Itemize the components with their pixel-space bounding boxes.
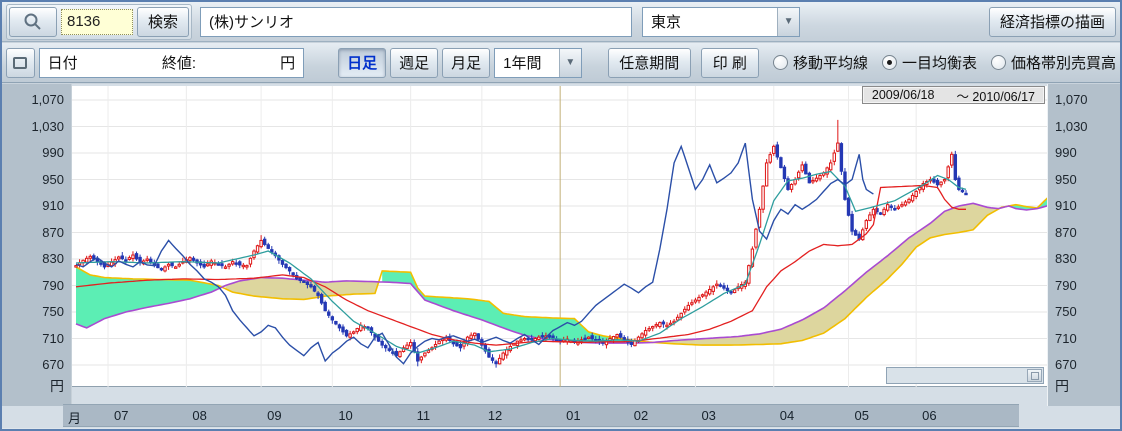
market-select[interactable]: 東京 ▼ <box>642 6 801 37</box>
chart-canvas[interactable] <box>72 86 1047 387</box>
window-icon <box>13 56 28 69</box>
period-end: ～ 2010/06/17 <box>956 89 1035 104</box>
y-axis-left-unit: 円 <box>50 378 64 394</box>
date-range-box: 2009/06/18 ～ 2010/06/17 <box>861 86 1045 104</box>
panel-toggle-button[interactable] <box>6 47 35 78</box>
stock-name-text: (株)サンリオ <box>209 14 295 31</box>
x-axis-month-label: 01 <box>566 408 581 423</box>
scrollbar-handle-icon[interactable] <box>1027 369 1042 382</box>
stock-name-field[interactable]: (株)サンリオ <box>200 6 633 37</box>
tab-daily[interactable]: 日足 <box>338 47 387 78</box>
draw-economic-indicators-button[interactable]: 経済指標の描画 <box>988 6 1116 37</box>
radio-ichimoku-icon <box>881 55 897 70</box>
radio-moving-average-icon <box>772 55 788 70</box>
y-axis-label: 750 <box>1055 304 1077 319</box>
x-axis-month-label: 04 <box>779 408 795 423</box>
y-axis-label: 990 <box>42 145 64 160</box>
period-start: 2009/06/18 <box>871 88 935 102</box>
bottom-margin <box>2 428 1120 429</box>
y-axis-label: 990 <box>1055 145 1077 160</box>
chart-scrollbar[interactable] <box>886 367 1044 384</box>
market-select-value: 東京 <box>651 14 682 31</box>
y-axis-label: 710 <box>42 330 64 346</box>
y-axis-right: 円 670 710 750 790 830 870 910 950 990 1,030 1,070 <box>1047 84 1120 406</box>
y-axis-label: 910 <box>1055 198 1077 213</box>
radio-ichimoku-label: 一目均衡表 <box>901 55 977 72</box>
radio-volume-by-price[interactable]: 価格帯別売買高 <box>990 52 1116 73</box>
y-axis-label: 750 <box>42 304 64 319</box>
x-axis-bar: 月 07 08 09 10 11 12 01 02 03 04 05 06 <box>63 404 1019 427</box>
close-price-label: 終値: <box>161 55 196 72</box>
y-axis-label: 870 <box>42 224 64 240</box>
search-button[interactable]: 検索 <box>137 6 190 37</box>
x-axis-month-label: 12 <box>487 408 503 423</box>
toolbar-settings: 日付 終値: 円 日足 週足 月足 1年間 ▼ 任意期間 印 刷 移動平均線 一… <box>2 43 1120 83</box>
print-button[interactable]: 印 刷 <box>700 47 759 78</box>
range-select-value: 1年間 <box>503 55 542 72</box>
y-axis-label: 670 <box>1055 357 1077 372</box>
x-axis-month-label: 02 <box>633 408 649 423</box>
radio-moving-average[interactable]: 移動平均線 <box>772 52 868 73</box>
radio-volume-by-price-icon <box>990 55 1006 70</box>
y-axis-label: 790 <box>42 277 64 293</box>
magnifier-button[interactable] <box>9 6 57 37</box>
custom-period-button[interactable]: 任意期間 <box>607 47 691 78</box>
y-axis-label: 830 <box>42 251 64 266</box>
tab-monthly[interactable]: 月足 <box>442 47 491 78</box>
quote-info-field: 日付 終値: 円 <box>38 47 305 78</box>
y-axis-label: 1,030 <box>31 118 64 134</box>
y-axis-label: 870 <box>1055 224 1077 240</box>
y-axis-label: 830 <box>1055 251 1077 266</box>
y-axis-left: 円 670 710 750 790 830 870 910 950 990 1,030 1,070 <box>2 84 72 406</box>
x-axis-month-label: 08 <box>192 408 207 423</box>
x-axis-month-label: 07 <box>114 408 129 423</box>
y-axis-label: 1,030 <box>1055 118 1088 134</box>
x-axis-month-label: 10 <box>338 408 353 423</box>
x-axis-month-label: 09 <box>267 408 282 423</box>
y-axis-label: 670 <box>42 357 64 372</box>
y-axis-label: 950 <box>42 171 64 187</box>
x-axis-month-label: 03 <box>701 408 716 423</box>
date-label: 日付 <box>47 55 78 72</box>
market-dropdown-arrow-icon[interactable]: ▼ <box>777 7 800 36</box>
radio-moving-average-label: 移動平均線 <box>792 55 868 72</box>
x-axis-month-label: 05 <box>854 408 869 423</box>
y-axis-label: 790 <box>1055 277 1077 293</box>
range-select[interactable]: 1年間 ▼ <box>494 47 582 78</box>
y-axis-label: 950 <box>1055 171 1077 187</box>
y-axis-label: 710 <box>1055 330 1077 346</box>
tab-weekly[interactable]: 週足 <box>390 47 439 78</box>
stock-code-input[interactable] <box>61 8 133 35</box>
x-axis-month-label: 11 <box>416 408 431 423</box>
radio-ichimoku[interactable]: 一目均衡表 <box>881 52 977 73</box>
stock-search-group: 検索 <box>6 3 193 40</box>
y-axis-label: 1,070 <box>1055 92 1088 107</box>
toolbar-top: 検索 (株)サンリオ 東京 ▼ 経済指標の描画 <box>2 2 1120 42</box>
plot-area[interactable]: 2009/06/18 ～ 2010/06/17 <box>72 86 1047 387</box>
y-axis-right-unit: 円 <box>1055 378 1069 394</box>
x-axis-month-label: 06 <box>922 408 937 423</box>
radio-volume-by-price-label: 価格帯別売買高 <box>1010 55 1116 72</box>
yen-unit-label: 円 <box>280 55 296 72</box>
y-axis-label: 1,070 <box>31 92 64 107</box>
magnifier-icon <box>24 13 41 30</box>
x-axis-unit-label: 月 <box>68 411 82 426</box>
range-dropdown-arrow-icon[interactable]: ▼ <box>558 48 581 77</box>
y-axis-label: 910 <box>42 198 64 213</box>
